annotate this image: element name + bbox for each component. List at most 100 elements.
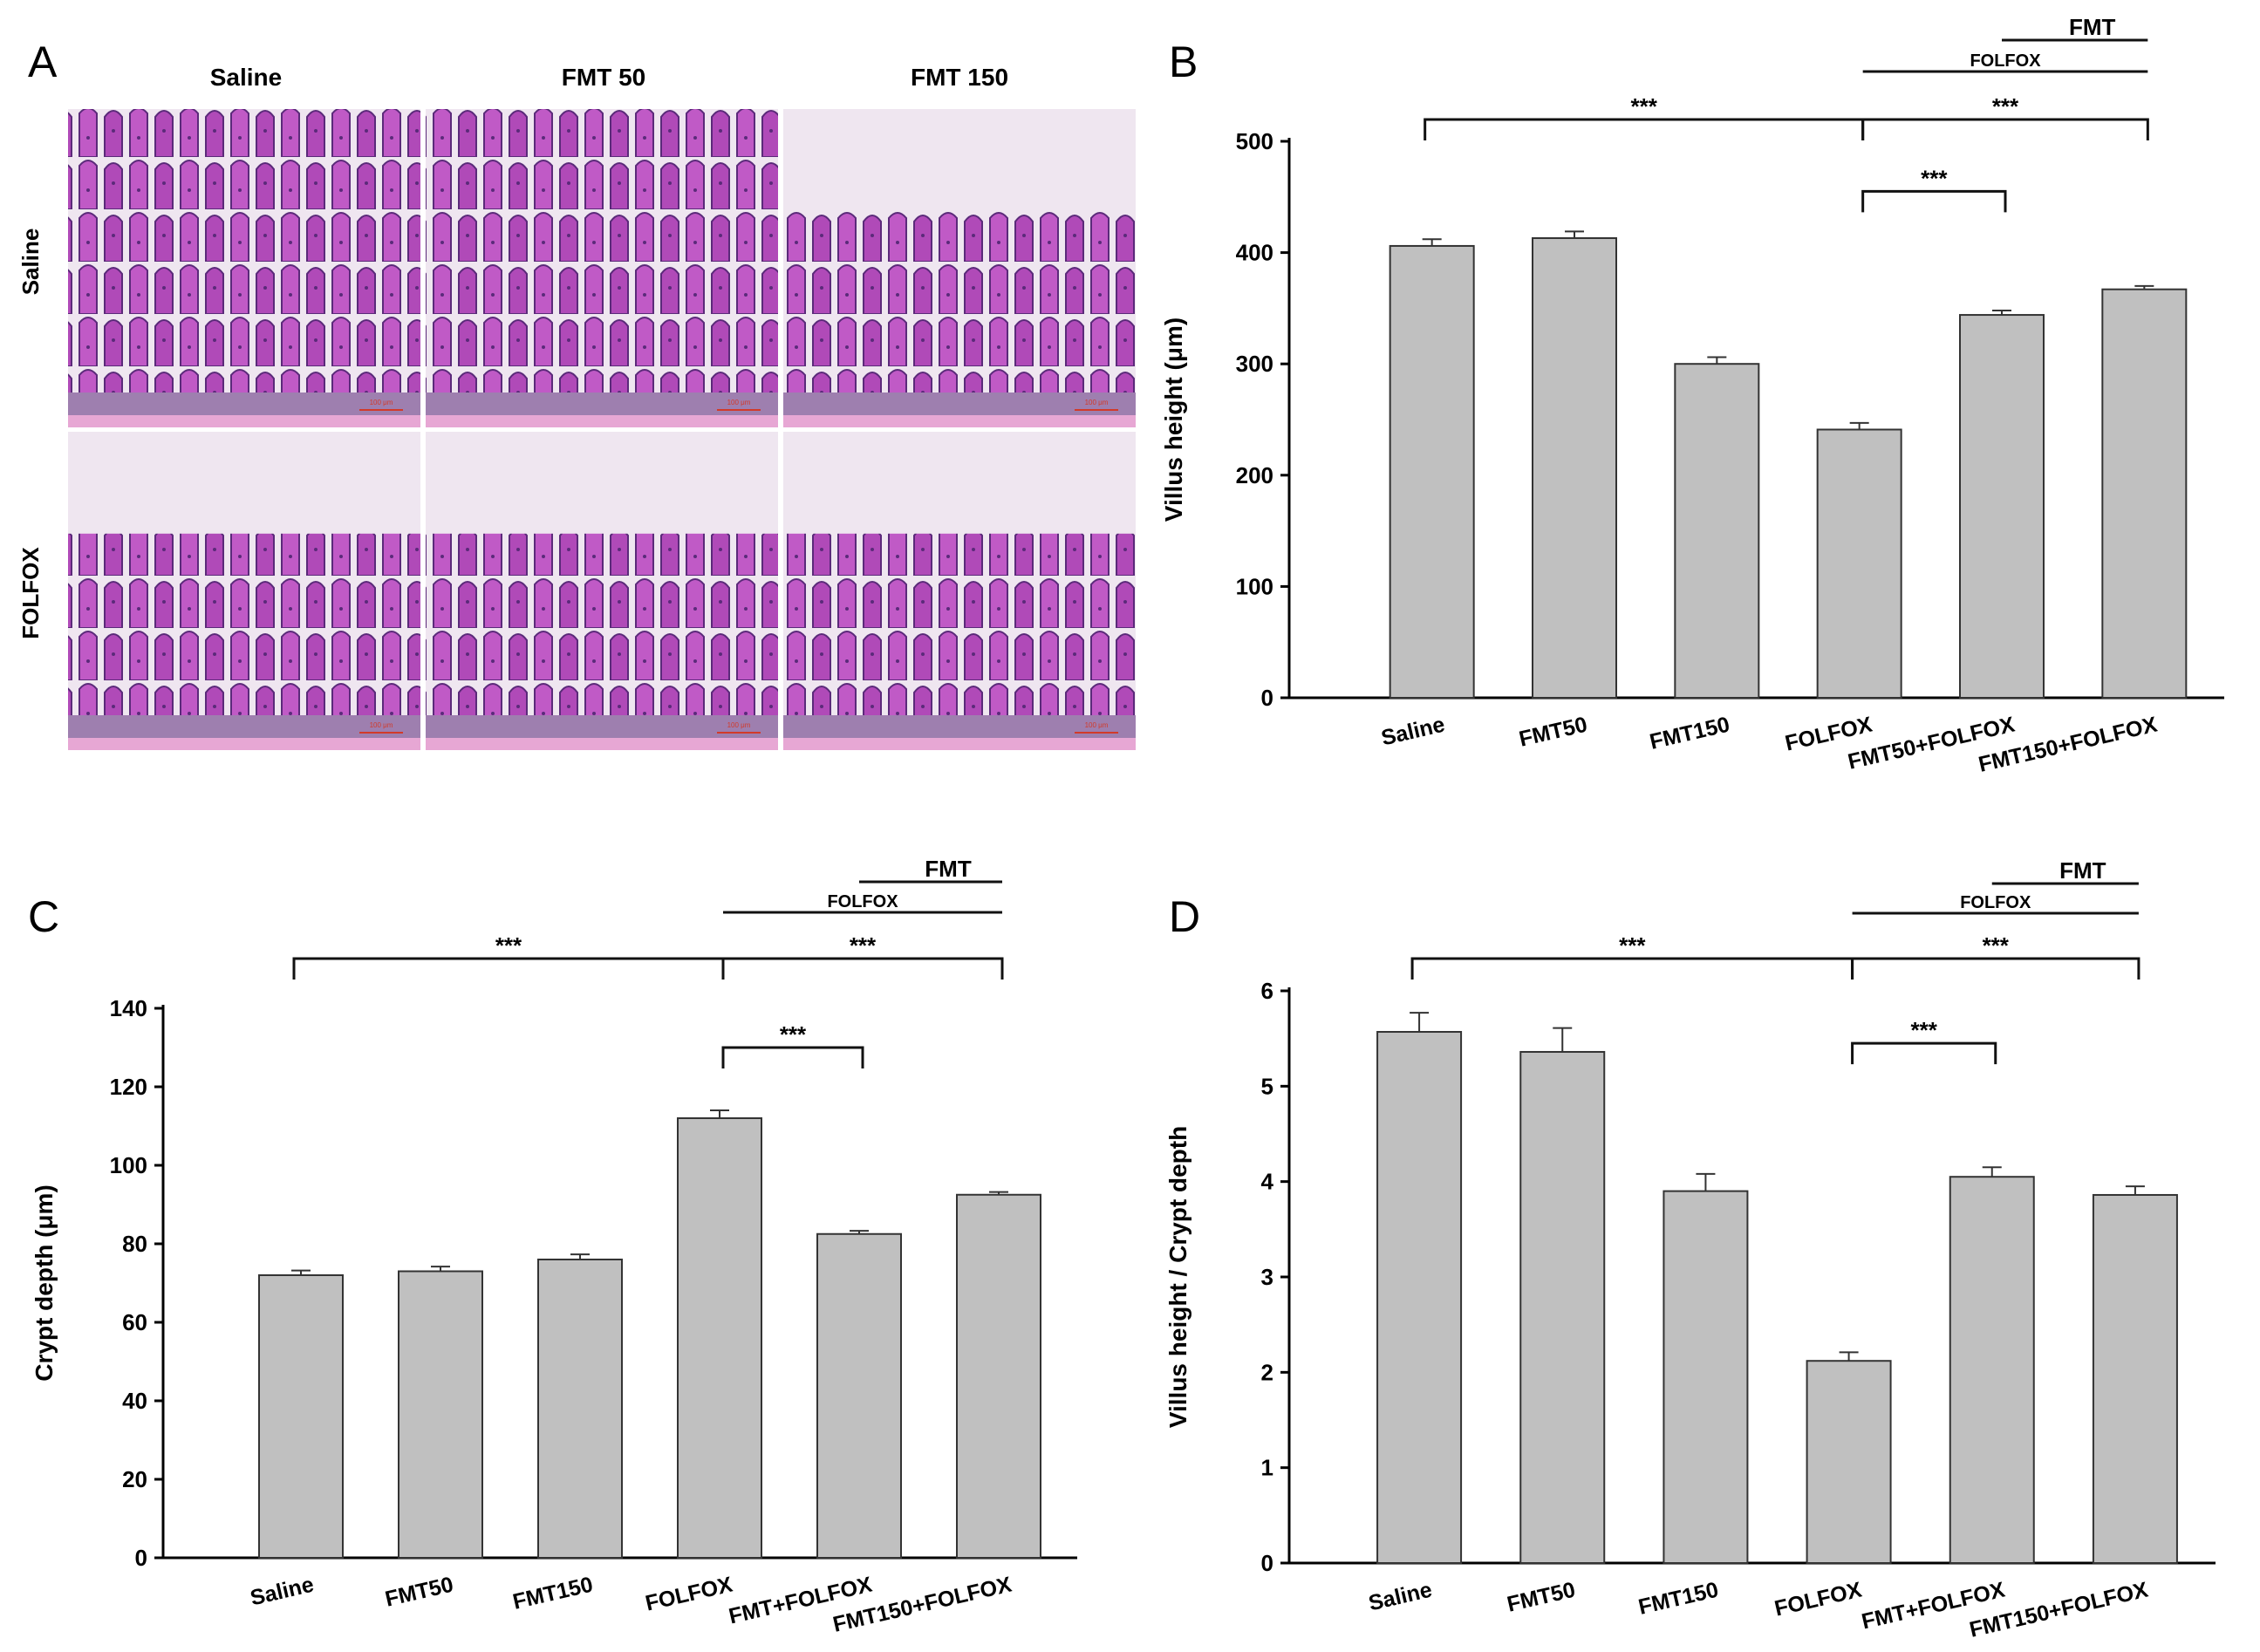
villi-layer — [783, 533, 1136, 715]
significance-label: *** — [850, 932, 877, 959]
bar — [1663, 1190, 1749, 1564]
significance-label: *** — [1983, 932, 2010, 959]
micrograph-0-0: 100 μm — [68, 109, 420, 427]
y-tick-label: 6 — [1261, 978, 1273, 1004]
muscle-layer — [68, 415, 420, 427]
micrograph-1-0: 100 μm — [68, 432, 420, 750]
row-label-saline: Saline — [17, 229, 44, 296]
scale-bar-label: 100 μm — [370, 399, 393, 406]
bar — [816, 1232, 902, 1559]
factor-line-label: FOLFOX — [1970, 51, 2041, 71]
y-tick-label: 0 — [135, 1545, 147, 1571]
y-tick-label: 140 — [110, 995, 147, 1021]
histology-panel: Saline FMT 50 FMT 150 Saline FOLFOX 100 … — [17, 64, 1136, 750]
y-tick-label: 500 — [1236, 128, 1273, 154]
significance-bracket — [721, 1046, 864, 1068]
bar — [1532, 237, 1617, 699]
significance-label: *** — [1992, 93, 2019, 119]
y-tick-label: 1 — [1261, 1455, 1273, 1481]
significance-bracket — [292, 957, 725, 980]
muscle-layer — [68, 738, 420, 750]
y-tick-label: 2 — [1261, 1359, 1273, 1385]
y-axis-label: Crypt depth (μm) — [31, 1184, 58, 1382]
y-axis-label: Villus height (μm) — [1160, 317, 1187, 522]
panel-letter-d: D — [1169, 892, 1200, 941]
villi-layer — [783, 210, 1136, 393]
factor-line-label: FOLFOX — [827, 892, 898, 911]
scale-bar-label: 100 μm — [370, 721, 393, 729]
significance-label: *** — [1910, 1017, 1937, 1043]
bar — [1376, 1031, 1463, 1564]
panel-letter-b: B — [1169, 38, 1198, 86]
muscle-layer — [783, 738, 1136, 750]
y-tick-label: 0 — [1261, 685, 1273, 711]
factor-line-label: FMT — [2069, 14, 2116, 40]
bar — [2101, 288, 2188, 699]
chart-crypt-depth: 0 20 40 60 80 100 120 140 Crypt depth (μm) Saline… — [31, 856, 1077, 1637]
significance-bracket — [1861, 189, 2007, 213]
y-tick-label: 20 — [122, 1466, 147, 1492]
chart-villus-height: 0 100 200 300 400 500 Villus height (μm) Saline… — [1160, 14, 2224, 777]
y-tick-label: 40 — [122, 1388, 147, 1414]
bar — [1949, 1176, 2035, 1564]
bar — [1959, 314, 2045, 699]
column-header-fmt150: FMT 150 — [911, 64, 1008, 91]
significance-bracket — [1861, 118, 2149, 140]
row-label-folfox: FOLFOX — [17, 547, 44, 639]
villi-layer — [426, 109, 778, 393]
significance-bracket — [1410, 957, 1854, 980]
y-tick-label: 0 — [1261, 1550, 1273, 1576]
category-label: FMT50 — [383, 1573, 455, 1612]
micrograph-0-1: 100 μm — [426, 109, 778, 427]
factor-line-label: FOLFOX — [1960, 893, 2031, 912]
category-label: FMT50 — [1505, 1578, 1577, 1617]
factor-line-label: FMT — [2059, 857, 2106, 884]
bar — [677, 1117, 762, 1559]
bar — [1519, 1050, 1606, 1565]
significance-label: *** — [1921, 165, 1948, 191]
category-label: FMT50 — [1517, 713, 1589, 752]
significance-bracket — [721, 957, 1004, 980]
y-tick-label: 300 — [1236, 351, 1273, 377]
significance-bracket — [1851, 957, 2141, 980]
y-tick-label: 5 — [1261, 1073, 1273, 1099]
category-label: FMT150 — [1636, 1578, 1721, 1620]
category-label: Saline — [1366, 1578, 1434, 1616]
y-tick-label: 3 — [1261, 1264, 1273, 1290]
scale-bar-label: 100 μm — [1085, 399, 1109, 406]
y-tick-label: 60 — [122, 1309, 147, 1335]
bar — [537, 1259, 623, 1559]
panel-letter-c: C — [28, 892, 59, 941]
bar — [258, 1274, 344, 1559]
scale-bar-label: 100 μm — [727, 721, 751, 729]
bar — [2092, 1193, 2178, 1565]
significance-label: *** — [780, 1021, 807, 1048]
category-label: FMT150 — [510, 1573, 595, 1614]
muscle-layer — [426, 415, 778, 427]
bar — [1674, 363, 1760, 699]
category-label: Saline — [248, 1573, 316, 1611]
muscle-layer — [426, 738, 778, 750]
y-tick-label: 200 — [1236, 462, 1273, 488]
muscle-layer — [783, 415, 1136, 427]
significance-bracket — [1851, 1041, 1997, 1065]
bar — [398, 1270, 483, 1559]
villi-layer — [426, 533, 778, 715]
bar — [1816, 428, 1902, 699]
y-axis-label: Villus height / Crypt depth — [1164, 1126, 1191, 1428]
scale-bar-label: 100 μm — [727, 399, 751, 406]
bar — [956, 1193, 1041, 1559]
column-header-saline: Saline — [210, 64, 282, 91]
significance-bracket — [1424, 118, 1865, 140]
y-tick-label: 100 — [1236, 573, 1273, 599]
micrograph-1-1: 100 μm — [426, 432, 778, 750]
category-label: Saline — [1379, 713, 1447, 751]
significance-label: *** — [495, 932, 522, 959]
villi-layer — [68, 109, 420, 393]
category-label: FOLFOX — [643, 1572, 734, 1615]
bar — [1389, 244, 1475, 700]
chart-villus-crypt-ratio: 0 1 2 3 4 5 6 Villus height / Crypt depth Saline… — [1164, 857, 2216, 1642]
category-label: FMT150 — [1648, 713, 1732, 754]
scale-bar-label: 100 μm — [1085, 721, 1109, 729]
